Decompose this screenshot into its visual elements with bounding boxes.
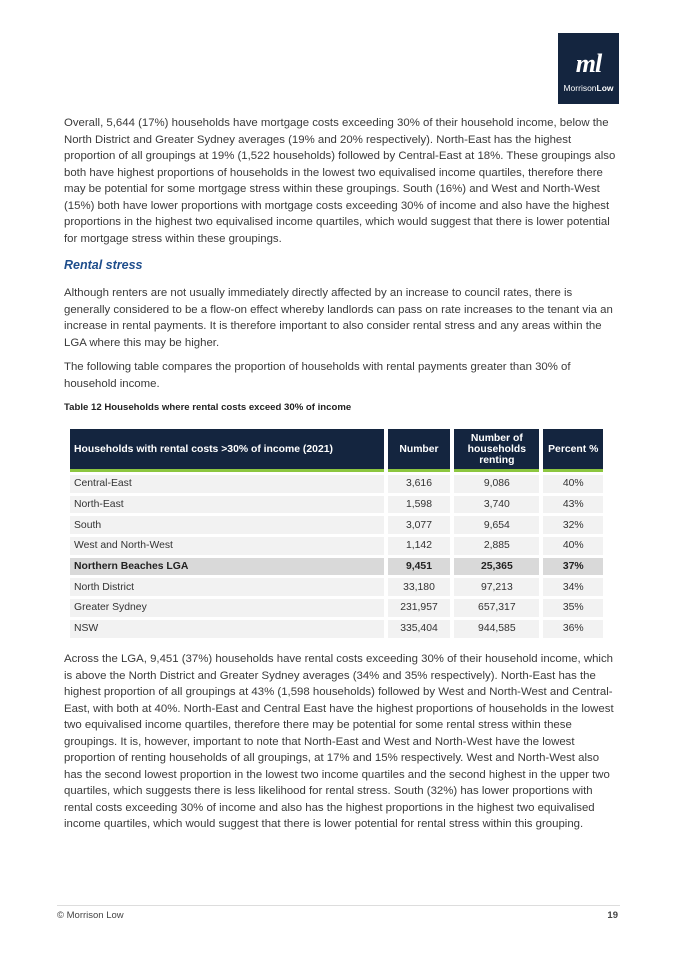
table-cell: 231,957 bbox=[387, 599, 451, 617]
table-cell: 9,451 bbox=[387, 557, 451, 576]
table-cell: 944,585 bbox=[454, 619, 540, 638]
table-cell: 1,142 bbox=[387, 537, 451, 555]
table-cell: 9,654 bbox=[454, 516, 540, 535]
logo: ml MorrisonLow bbox=[558, 33, 619, 104]
table-cell: Central-East bbox=[70, 475, 384, 493]
table-row: Central-East 3,616 9,086 40% bbox=[70, 475, 603, 493]
header-cell: Number of households renting bbox=[454, 429, 540, 472]
table-cell: 9,086 bbox=[454, 475, 540, 493]
paragraph: Across the LGA, 9,451 (37%) households h… bbox=[64, 653, 614, 830]
table-row: NSW 335,404 944,585 36% bbox=[70, 619, 603, 638]
header-cell: Households with rental costs >30% of inc… bbox=[70, 429, 384, 472]
footer-rule bbox=[57, 905, 620, 906]
table-cell: 3,077 bbox=[387, 516, 451, 535]
table-cell: North-East bbox=[70, 495, 384, 514]
header-row: Households with rental costs >30% of inc… bbox=[70, 429, 603, 472]
paragraph: The following table compares the proport… bbox=[64, 361, 571, 390]
header-cell: Percent % bbox=[543, 429, 603, 472]
logo-mark: ml bbox=[575, 49, 602, 78]
table-cell: Northern Beaches LGA bbox=[70, 557, 384, 576]
table-cell: 25,365 bbox=[454, 557, 540, 576]
header-cell: Number bbox=[387, 429, 451, 472]
table-caption: Table 12 Households where rental costs e… bbox=[64, 402, 352, 413]
table-cell: 40% bbox=[543, 537, 603, 555]
table-cell: 36% bbox=[543, 619, 603, 638]
table-cell: North District bbox=[70, 578, 384, 597]
table-cell: Greater Sydney bbox=[70, 599, 384, 617]
table-cell: NSW bbox=[70, 619, 384, 638]
table-row: West and North-West 1,142 2,885 40% bbox=[70, 537, 603, 555]
table-cell: 35% bbox=[543, 599, 603, 617]
table-cell: 34% bbox=[543, 578, 603, 597]
table-cell: South bbox=[70, 516, 384, 535]
table-cell: 43% bbox=[543, 495, 603, 514]
table-cell: 3,616 bbox=[387, 475, 451, 493]
table-row: North-East 1,598 3,740 43% bbox=[70, 495, 603, 514]
logo-name-regular: Morrison bbox=[563, 83, 597, 93]
footer-text: © Morrison Low bbox=[57, 910, 124, 921]
table-cell: 657,317 bbox=[454, 599, 540, 617]
table-row: Greater Sydney 231,957 657,317 35% bbox=[70, 599, 603, 617]
table-cell: 40% bbox=[543, 475, 603, 493]
table-cell: 2,885 bbox=[454, 537, 540, 555]
table-cell: 37% bbox=[543, 557, 603, 576]
paragraph: Overall, 5,644 (17%) households have mor… bbox=[64, 117, 616, 245]
table-cell: 335,404 bbox=[387, 619, 451, 638]
paragraph: Although renters are not usually immedia… bbox=[64, 287, 613, 349]
table-cell: West and North-West bbox=[70, 537, 384, 555]
logo-name: MorrisonLow bbox=[558, 83, 619, 93]
table-row: Northern Beaches LGA 9,451 25,365 37% bbox=[70, 557, 603, 576]
page-number: 19 bbox=[607, 910, 618, 921]
table-cell: 3,740 bbox=[454, 495, 540, 514]
data-table: Households with rental costs >30% of inc… bbox=[66, 426, 607, 641]
logo-name-bold: Low bbox=[596, 83, 614, 93]
table-cell: 32% bbox=[543, 516, 603, 535]
table-cell: 97,213 bbox=[454, 578, 540, 597]
section-heading: Rental stress bbox=[64, 258, 143, 272]
table-cell: 1,598 bbox=[387, 495, 451, 514]
table-row: South 3,077 9,654 32% bbox=[70, 516, 603, 535]
table-cell: 33,180 bbox=[387, 578, 451, 597]
table-row: North District 33,180 97,213 34% bbox=[70, 578, 603, 597]
